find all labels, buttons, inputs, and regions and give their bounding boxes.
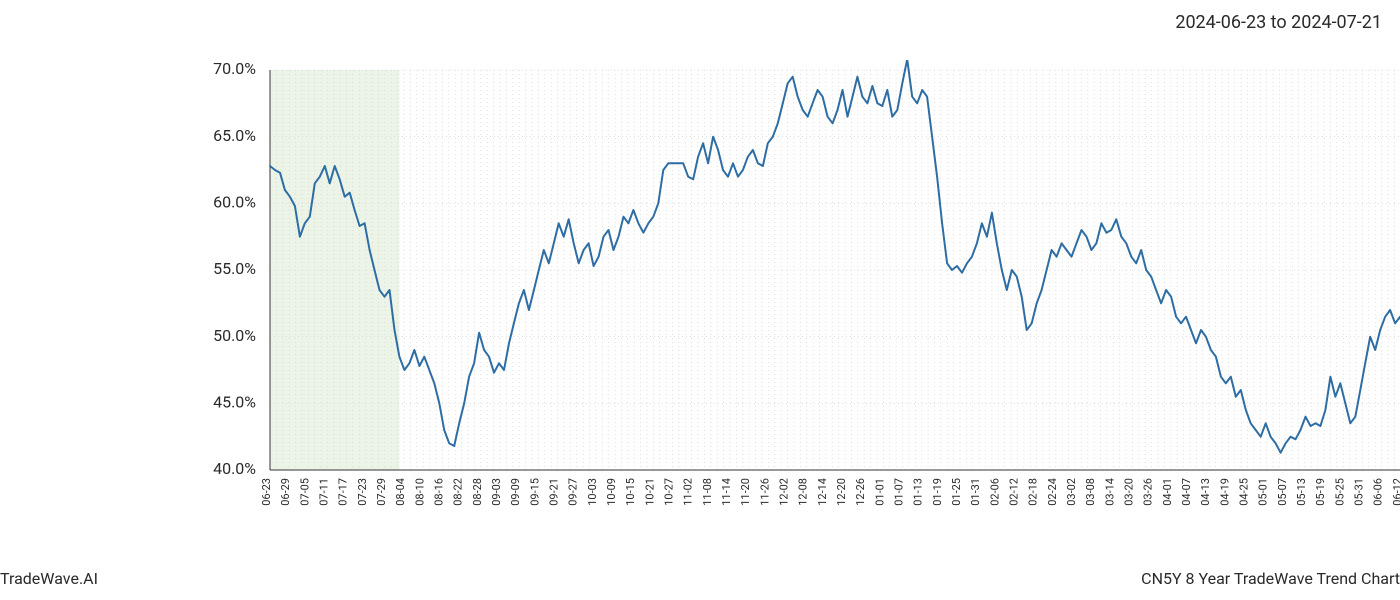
svg-text:10-15: 10-15: [624, 478, 637, 506]
svg-text:65.0%: 65.0%: [213, 126, 256, 145]
svg-text:12-26: 12-26: [854, 478, 867, 506]
svg-text:10-03: 10-03: [586, 478, 599, 506]
svg-text:10-09: 10-09: [605, 478, 618, 506]
svg-text:11-02: 11-02: [682, 478, 695, 506]
svg-text:08-04: 08-04: [394, 478, 407, 506]
svg-text:08-28: 08-28: [471, 478, 484, 506]
svg-text:09-27: 09-27: [567, 478, 580, 506]
svg-text:07-17: 07-17: [337, 478, 350, 506]
svg-text:04-07: 04-07: [1180, 478, 1193, 506]
svg-text:60.0%: 60.0%: [213, 193, 256, 212]
svg-text:10-21: 10-21: [643, 478, 656, 506]
svg-text:12-08: 12-08: [797, 478, 810, 506]
svg-text:03-20: 03-20: [1123, 478, 1136, 506]
svg-text:11-14: 11-14: [720, 478, 733, 506]
svg-text:02-06: 02-06: [988, 478, 1001, 506]
svg-text:01-25: 01-25: [950, 478, 963, 506]
svg-text:06-29: 06-29: [279, 478, 292, 506]
svg-text:06-06: 06-06: [1372, 478, 1385, 506]
svg-text:40.0%: 40.0%: [213, 459, 256, 478]
svg-text:04-01: 04-01: [1161, 478, 1174, 506]
svg-text:55.0%: 55.0%: [213, 259, 256, 278]
svg-text:08-22: 08-22: [452, 478, 465, 506]
svg-text:05-07: 05-07: [1276, 478, 1289, 506]
footer-brand: TradeWave.AI: [0, 569, 98, 588]
svg-text:06-12: 06-12: [1391, 478, 1400, 506]
svg-text:05-13: 05-13: [1295, 478, 1308, 506]
svg-text:10-27: 10-27: [663, 478, 676, 506]
svg-text:04-13: 04-13: [1199, 478, 1212, 506]
svg-text:08-16: 08-16: [433, 478, 446, 506]
svg-text:50.0%: 50.0%: [213, 326, 256, 345]
svg-text:03-08: 03-08: [1084, 478, 1097, 506]
svg-text:06-23: 06-23: [260, 478, 273, 506]
svg-text:07-05: 07-05: [298, 478, 311, 506]
svg-text:04-19: 04-19: [1218, 478, 1231, 506]
svg-text:01-01: 01-01: [873, 478, 886, 506]
svg-text:11-26: 11-26: [758, 478, 771, 506]
svg-text:11-08: 11-08: [701, 478, 714, 506]
svg-text:02-24: 02-24: [1046, 478, 1059, 506]
svg-text:01-19: 01-19: [931, 478, 944, 506]
svg-text:04-25: 04-25: [1238, 478, 1251, 506]
date-range-label: 2024-06-23 to 2024-07-21: [1175, 12, 1382, 33]
svg-text:09-03: 09-03: [490, 478, 503, 506]
svg-text:09-21: 09-21: [548, 478, 561, 506]
svg-text:70.0%: 70.0%: [213, 60, 256, 78]
svg-text:05-25: 05-25: [1333, 478, 1346, 506]
svg-text:08-10: 08-10: [413, 478, 426, 506]
svg-text:03-14: 03-14: [1103, 478, 1116, 506]
svg-text:12-02: 12-02: [778, 478, 791, 506]
svg-text:07-29: 07-29: [375, 478, 388, 506]
svg-text:07-23: 07-23: [356, 478, 369, 506]
trend-chart: 40.0% 45.0% 50.0% 55.0% 60.0% 65.0% 70.0% 06-23…: [180, 60, 1400, 590]
svg-text:01-13: 01-13: [912, 478, 925, 506]
svg-text:05-01: 05-01: [1257, 478, 1270, 506]
svg-text:02-18: 02-18: [1027, 478, 1040, 506]
svg-text:11-20: 11-20: [739, 478, 752, 506]
svg-text:45.0%: 45.0%: [213, 393, 256, 412]
svg-text:12-14: 12-14: [816, 478, 829, 506]
svg-text:01-31: 01-31: [969, 478, 982, 506]
svg-text:12-20: 12-20: [835, 478, 848, 506]
footer-chart-title: CN5Y 8 Year TradeWave Trend Chart: [1141, 569, 1400, 588]
svg-text:07-11: 07-11: [318, 478, 331, 506]
svg-text:09-09: 09-09: [509, 478, 522, 506]
svg-text:02-12: 02-12: [1008, 478, 1021, 506]
svg-text:09-15: 09-15: [528, 478, 541, 506]
chart-container: 40.0%45.0%50.0%55.0%60.0%65.0%70.0%06-23…: [180, 60, 1340, 480]
svg-text:01-07: 01-07: [893, 478, 906, 506]
svg-text:03-26: 03-26: [1142, 478, 1155, 506]
svg-text:05-19: 05-19: [1314, 478, 1327, 506]
svg-text:05-31: 05-31: [1353, 478, 1366, 506]
svg-text:03-02: 03-02: [1065, 478, 1078, 506]
